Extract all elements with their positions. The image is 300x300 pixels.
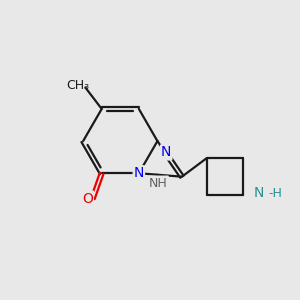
Text: CH₃: CH₃: [66, 79, 89, 92]
Text: O: O: [82, 191, 93, 206]
Text: N: N: [254, 186, 264, 200]
Text: NH: NH: [149, 176, 168, 190]
Text: N: N: [134, 166, 144, 180]
Text: N: N: [161, 146, 171, 160]
Text: -H: -H: [269, 187, 283, 200]
